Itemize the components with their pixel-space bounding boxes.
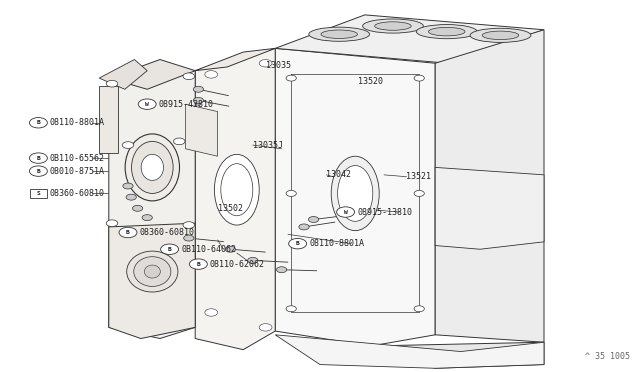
Circle shape [286, 75, 296, 81]
Circle shape [106, 80, 118, 87]
Ellipse shape [375, 22, 412, 30]
Circle shape [126, 194, 136, 200]
Text: S: S [36, 191, 40, 196]
Circle shape [259, 324, 272, 331]
Circle shape [142, 215, 152, 221]
Circle shape [276, 267, 287, 273]
Polygon shape [109, 223, 195, 339]
Text: 08360-60810: 08360-60810 [50, 189, 105, 198]
Text: 0B110-64062: 0B110-64062 [181, 245, 236, 254]
Circle shape [308, 217, 319, 222]
Circle shape [29, 153, 47, 163]
Polygon shape [275, 335, 544, 368]
Text: B: B [36, 169, 40, 174]
Polygon shape [435, 167, 544, 249]
Circle shape [183, 73, 195, 80]
Text: 13035J: 13035J [253, 141, 283, 150]
Circle shape [173, 138, 185, 145]
Circle shape [132, 205, 143, 211]
Ellipse shape [132, 141, 173, 193]
Text: 08360-60810: 08360-60810 [140, 228, 195, 237]
Text: 08110-8801A: 08110-8801A [50, 118, 105, 127]
Circle shape [286, 190, 296, 196]
Text: W: W [344, 209, 348, 215]
Ellipse shape [321, 30, 358, 38]
Polygon shape [275, 48, 435, 346]
Ellipse shape [309, 27, 370, 41]
Text: B: B [296, 241, 300, 246]
Circle shape [29, 166, 47, 176]
Polygon shape [186, 104, 218, 156]
Ellipse shape [429, 28, 465, 36]
Circle shape [248, 257, 258, 263]
Text: 13035: 13035 [266, 61, 291, 70]
Ellipse shape [127, 251, 178, 292]
Polygon shape [99, 60, 147, 89]
Circle shape [161, 244, 179, 254]
Circle shape [337, 207, 355, 217]
Circle shape [184, 235, 194, 241]
Polygon shape [435, 30, 544, 342]
Text: B: B [36, 155, 40, 161]
Polygon shape [109, 60, 195, 89]
Polygon shape [371, 342, 544, 368]
Ellipse shape [141, 154, 164, 180]
Text: ^ 35 1005: ^ 35 1005 [586, 352, 630, 361]
Ellipse shape [483, 31, 519, 39]
Circle shape [122, 142, 134, 148]
FancyBboxPatch shape [30, 189, 47, 198]
Circle shape [189, 259, 207, 269]
Text: 0B110-65562: 0B110-65562 [50, 154, 105, 163]
Text: 13520: 13520 [358, 77, 383, 86]
Circle shape [259, 60, 272, 67]
Text: W: W [145, 102, 149, 107]
Circle shape [138, 99, 156, 109]
Ellipse shape [145, 265, 160, 278]
Text: B: B [36, 120, 40, 125]
Circle shape [29, 118, 47, 128]
Polygon shape [195, 48, 275, 350]
Circle shape [193, 86, 204, 92]
Text: B: B [126, 230, 130, 235]
Text: B: B [168, 247, 172, 252]
Text: 08915-13810: 08915-13810 [357, 208, 412, 217]
Circle shape [205, 71, 218, 78]
Text: 08010-8751A: 08010-8751A [50, 167, 105, 176]
Ellipse shape [221, 164, 253, 216]
Circle shape [299, 224, 309, 230]
Polygon shape [109, 71, 195, 339]
Text: 13521: 13521 [406, 172, 431, 181]
Circle shape [289, 238, 307, 249]
Text: 08110-8801A: 08110-8801A [309, 239, 364, 248]
Circle shape [414, 190, 424, 196]
Circle shape [286, 306, 296, 312]
Text: 08110-62062: 08110-62062 [210, 260, 265, 269]
Ellipse shape [332, 156, 380, 231]
Text: 13042: 13042 [326, 170, 351, 179]
Ellipse shape [470, 28, 531, 42]
Circle shape [414, 75, 424, 81]
Circle shape [119, 227, 137, 238]
Text: 13502: 13502 [218, 204, 243, 213]
Polygon shape [99, 86, 118, 153]
Ellipse shape [214, 154, 259, 225]
Circle shape [183, 222, 195, 228]
Polygon shape [195, 48, 275, 71]
Text: B: B [196, 262, 200, 267]
Circle shape [205, 309, 218, 316]
Circle shape [106, 220, 118, 227]
Ellipse shape [362, 19, 424, 33]
Ellipse shape [416, 25, 477, 39]
Circle shape [123, 183, 133, 189]
Ellipse shape [125, 134, 179, 201]
Text: 08915-43810: 08915-43810 [159, 100, 214, 109]
Ellipse shape [338, 166, 373, 221]
Ellipse shape [134, 257, 171, 286]
Polygon shape [275, 15, 544, 63]
Circle shape [193, 97, 204, 103]
Circle shape [414, 306, 424, 312]
Circle shape [225, 246, 236, 252]
